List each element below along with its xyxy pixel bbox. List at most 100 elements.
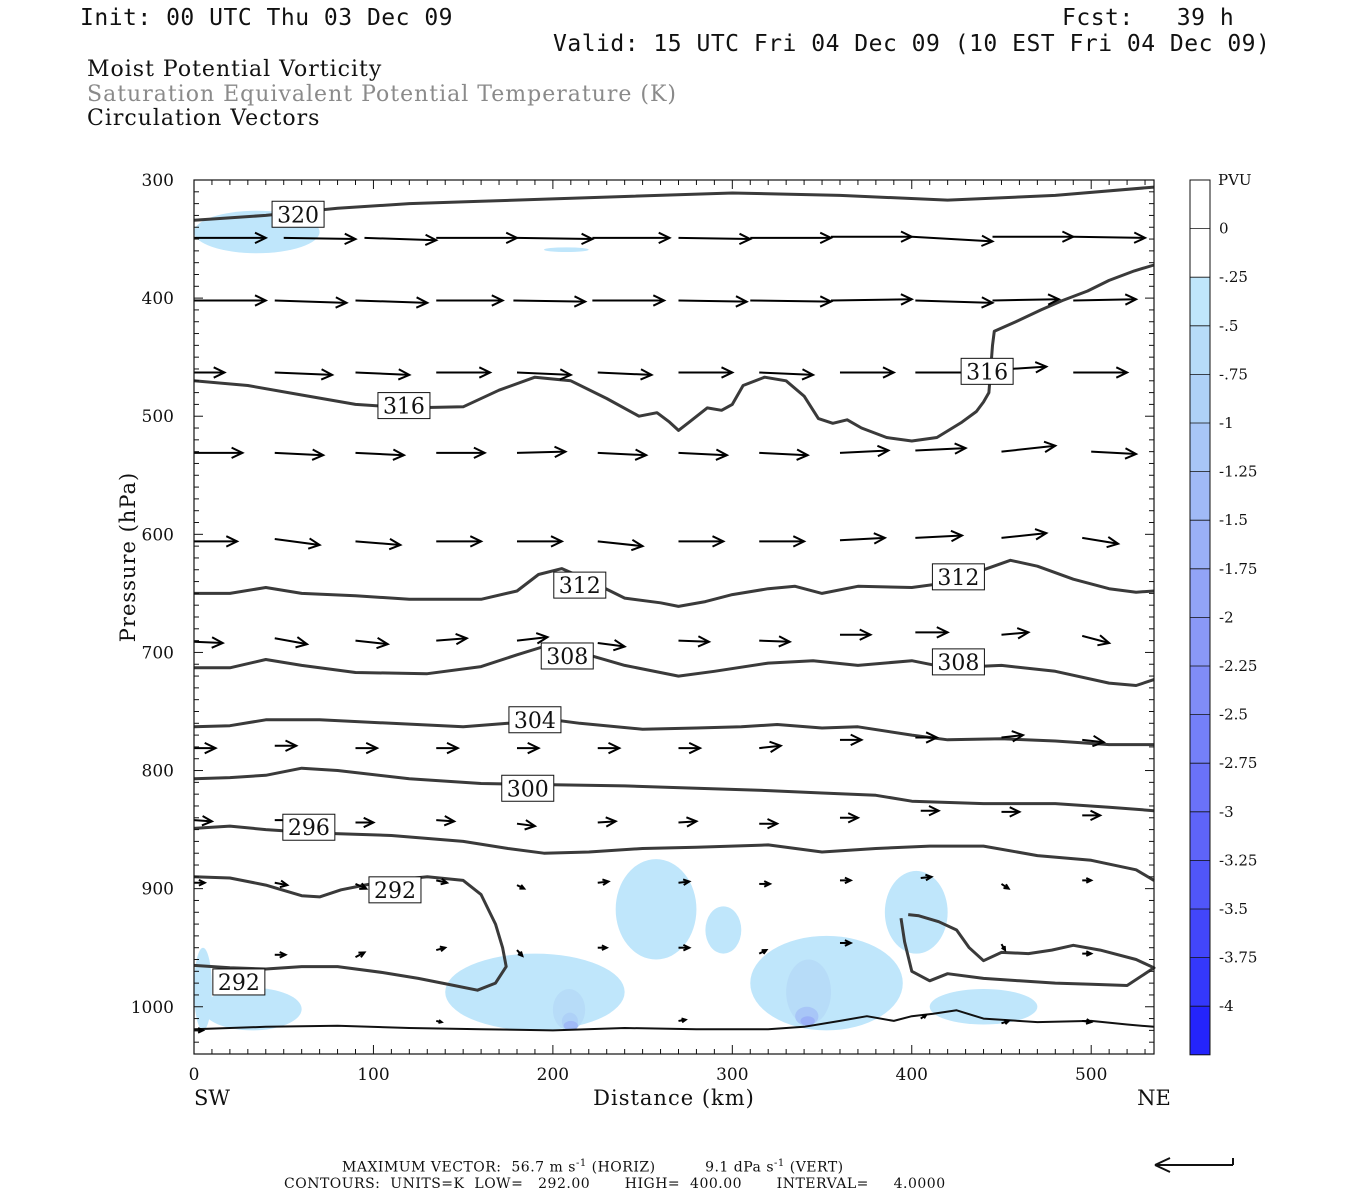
vector-arrow bbox=[1073, 293, 1139, 306]
vector-head bbox=[652, 294, 667, 307]
vector-arrow bbox=[759, 448, 810, 461]
vector-head bbox=[847, 812, 861, 824]
vector-arrow bbox=[274, 879, 290, 889]
vector-arrow bbox=[915, 731, 940, 744]
vector-arrow bbox=[355, 296, 430, 309]
vector-head bbox=[877, 444, 891, 458]
circulation-vectors bbox=[193, 230, 1148, 1034]
vector-shaft bbox=[759, 639, 790, 643]
vector-arrow bbox=[516, 632, 550, 645]
contour-label-box: 300 bbox=[501, 774, 555, 802]
vector-arrow bbox=[436, 294, 505, 307]
contour-label-frame bbox=[212, 968, 266, 996]
vector-arrow bbox=[1082, 950, 1094, 957]
vector-head bbox=[778, 635, 793, 648]
vector-arrow bbox=[597, 878, 611, 886]
vector-shaft bbox=[759, 744, 781, 750]
max-vector-vert: 9.1 dPa s bbox=[705, 1159, 775, 1176]
vector-arrow bbox=[1081, 634, 1112, 647]
vector-head bbox=[1034, 528, 1049, 541]
vector-head bbox=[769, 740, 784, 753]
contour-label-frame bbox=[931, 563, 985, 591]
colorbar-swatch bbox=[1190, 568, 1210, 618]
vector-head bbox=[936, 626, 950, 639]
colorbar-swatch bbox=[1190, 180, 1210, 229]
contour-label: 304 bbox=[514, 709, 556, 734]
vector-head bbox=[279, 879, 290, 889]
vector-arrow bbox=[759, 368, 816, 381]
vector-arrow bbox=[355, 368, 412, 381]
contour-label-frame bbox=[501, 774, 555, 802]
init-time: Init: 00 UTC Thu 03 Dec 09 bbox=[80, 5, 454, 31]
contour-label-frame bbox=[540, 642, 594, 670]
vector-shaft bbox=[915, 447, 966, 452]
colorbar-label: -3.25 bbox=[1219, 851, 1257, 869]
vector-shaft bbox=[597, 540, 643, 548]
vector-head bbox=[1106, 536, 1121, 549]
vector-head bbox=[1085, 1018, 1094, 1025]
vector-head bbox=[397, 368, 412, 381]
vector-head bbox=[469, 535, 484, 548]
vector-arrow bbox=[759, 635, 793, 648]
vector-arrow bbox=[1082, 734, 1107, 748]
vector-head bbox=[767, 818, 780, 830]
vector-arrow bbox=[516, 368, 574, 381]
vector-arrow bbox=[1091, 447, 1139, 460]
vector-arrow bbox=[274, 739, 299, 752]
colorbar-label: -2.5 bbox=[1219, 706, 1248, 724]
x-tick-label: 200 bbox=[537, 1065, 569, 1085]
vector-shaft bbox=[1001, 532, 1047, 539]
vector-shaft bbox=[597, 641, 625, 648]
vector-arrow bbox=[194, 231, 269, 244]
colorbar-label: 0 bbox=[1219, 220, 1229, 238]
vector-head bbox=[859, 628, 873, 641]
vector-head bbox=[850, 733, 864, 746]
vector-arrow bbox=[436, 877, 450, 886]
vector-arrow bbox=[194, 366, 227, 379]
vector-shaft bbox=[355, 371, 410, 376]
vector-shaft bbox=[1001, 444, 1056, 453]
vector-head bbox=[254, 231, 269, 244]
vector-arrow bbox=[911, 234, 995, 247]
vector-head bbox=[1092, 734, 1107, 748]
contour-label-box: 316 bbox=[960, 357, 1014, 385]
vector-arrow bbox=[678, 741, 703, 755]
vector-arrow bbox=[992, 230, 1076, 243]
vector-arrow bbox=[758, 949, 769, 955]
contours-info-line: CONTOURS: UNITS=K LOW= 292.00 HIGH= 400.… bbox=[284, 1176, 946, 1192]
x-tick-label: 400 bbox=[896, 1065, 928, 1085]
vector-arrow bbox=[1001, 806, 1022, 818]
vector-arrow bbox=[436, 1019, 444, 1024]
vector-arrow bbox=[839, 812, 861, 824]
contour-label-box: 320 bbox=[271, 200, 325, 228]
vector-arrow bbox=[516, 535, 565, 548]
sw-end-label: SW bbox=[194, 1086, 230, 1110]
vector-head bbox=[554, 445, 568, 458]
x-axis-title: Distance (km) bbox=[593, 1086, 755, 1110]
vector-head bbox=[630, 538, 645, 552]
contour-label-frame bbox=[377, 392, 431, 420]
contour-label-box: 308 bbox=[931, 648, 985, 676]
vector-head bbox=[211, 636, 225, 649]
vector-head bbox=[925, 731, 940, 744]
vector-head bbox=[527, 741, 541, 755]
vector-arrow bbox=[920, 805, 941, 817]
vector-head bbox=[605, 816, 618, 828]
vector-head bbox=[640, 368, 654, 381]
vector-shaft bbox=[992, 298, 1059, 302]
vector-head bbox=[819, 295, 834, 308]
pv-shade-blob bbox=[884, 870, 948, 954]
vector-shaft bbox=[274, 637, 308, 646]
vector-head bbox=[681, 1017, 688, 1024]
colorbar-label: -3 bbox=[1219, 803, 1234, 821]
colorbar-swatch bbox=[1190, 957, 1210, 1007]
vector-arrow bbox=[759, 535, 807, 548]
contour-label-box: 308 bbox=[540, 642, 594, 670]
colorbar-swatch bbox=[1190, 471, 1210, 521]
vector-shaft bbox=[274, 538, 320, 546]
contour-label-box: 296 bbox=[282, 813, 336, 841]
vector-head bbox=[550, 535, 565, 548]
vector-arrow bbox=[435, 945, 448, 953]
vector-arrow bbox=[1001, 440, 1058, 453]
